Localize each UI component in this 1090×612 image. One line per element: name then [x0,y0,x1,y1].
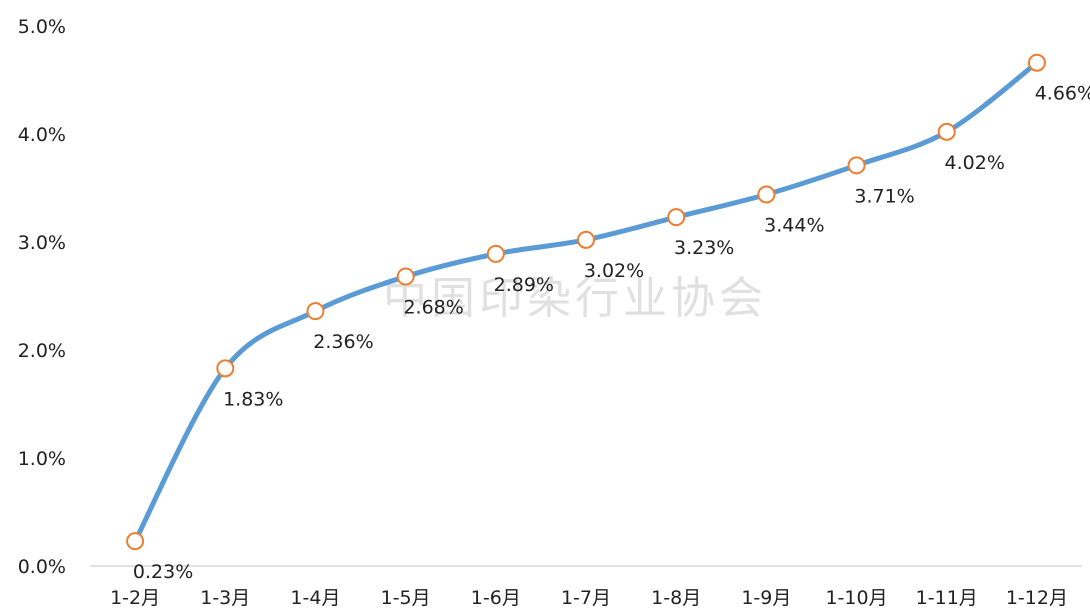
data-label: 0.23% [133,561,193,583]
y-tick-label: 4.0% [18,124,66,146]
x-tick-label: 1-9月 [741,587,791,609]
data-point-marker [577,230,595,249]
data-label: 1.83% [223,388,283,410]
data-point-marker [667,208,686,227]
data-label: 4.02% [945,152,1005,174]
y-tick-label: 1.0% [18,448,66,470]
data-point-marker [306,302,325,321]
x-tick-label: 1-7月 [561,587,611,609]
data-point-markers [126,53,1046,551]
x-tick-label: 1-12月 [1006,587,1068,609]
data-point-marker [486,244,505,263]
data-label: 3.71% [854,185,914,207]
data-point-marker [847,156,866,175]
data-point-marker [396,267,415,286]
x-tick-label: 1-5月 [381,587,431,609]
y-tick-label: 0.0% [18,556,66,578]
x-tick-label: 1-8月 [651,587,701,609]
data-point-marker [216,359,235,378]
data-point-marker [126,532,145,551]
x-tick-label: 1-2月 [110,587,160,609]
data-label: 3.02% [584,260,644,282]
y-axis-tick-labels: 0.0% 1.0% 2.0% 3.0% 4.0% 5.0% [18,16,66,578]
data-label: 3.44% [764,214,824,236]
data-label: 2.89% [494,274,554,296]
data-point-marker [757,185,776,204]
y-tick-label: 2.0% [18,340,66,362]
x-axis-tick-labels: 1-2月 1-3月 1-4月 1-5月 1-6月 1-7月 1-8月 1-9月 1-10月 1-1… [110,587,1068,609]
data-point-marker [937,122,956,141]
data-label: 4.66% [1035,83,1090,105]
y-tick-label: 5.0% [18,16,66,38]
x-tick-label: 1-10月 [825,587,887,609]
data-label: 3.23% [674,237,734,259]
data-point-marker [1027,53,1046,72]
data-labels: 0.23% 1.83% 2.36% 2.68% 2.89% 3.02% 3.23% 3.44%… [133,83,1090,583]
data-label: 2.36% [313,331,373,353]
x-tick-label: 1-11月 [916,587,978,609]
series-line [132,60,1040,544]
x-tick-label: 1-3月 [200,587,250,609]
data-label: 2.68% [403,297,463,319]
watermark-text: 中国印染行业协会 [383,273,767,324]
x-tick-label: 1-4月 [290,587,340,609]
y-tick-label: 3.0% [18,232,66,254]
x-tick-label: 1-6月 [471,587,521,609]
